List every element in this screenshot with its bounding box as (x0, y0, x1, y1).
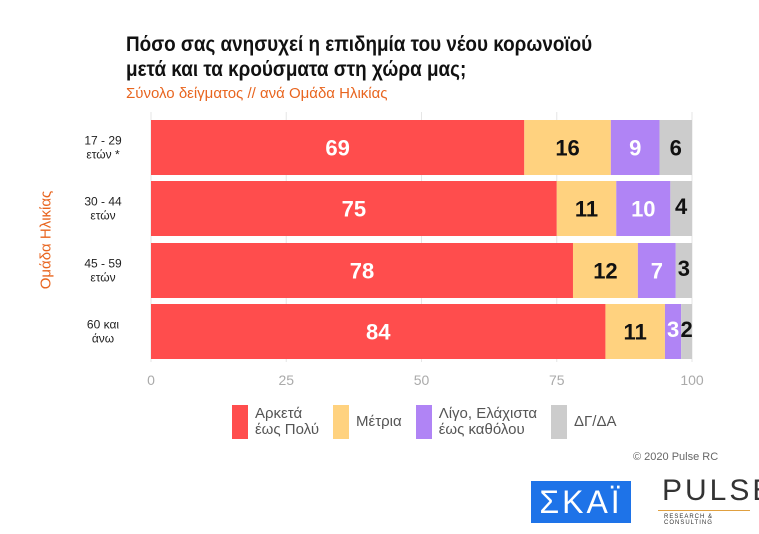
chart-title: Πόσο σας ανησυχεί η επιδημία του νέου κο… (126, 33, 593, 81)
x-tick-label: 75 (549, 372, 565, 388)
legend-swatch (333, 405, 350, 439)
legend-item: Μέτρια (333, 405, 402, 439)
x-tick-label: 50 (414, 372, 430, 388)
category-label: ετών * (86, 148, 120, 162)
category-label: ετών (90, 209, 115, 223)
data-label: 10 (631, 196, 655, 221)
legend-label: Αρκετά έως Πολύ (255, 405, 320, 438)
data-label: 12 (593, 258, 617, 283)
x-tick-label: 0 (147, 372, 155, 388)
bar-segment (524, 120, 611, 175)
bar-segment (151, 181, 557, 236)
data-label: 2 (680, 317, 692, 342)
skai-logo: ΣΚΑΪ (531, 481, 631, 523)
legend-swatch (415, 405, 432, 439)
bar-segment (664, 304, 682, 359)
category-label: ετών (90, 271, 115, 285)
data-label: 3 (667, 317, 679, 342)
bar-segment (637, 243, 676, 298)
chart-subtitle: Σύνολο δείγματος // ανά Ομάδα Ηλικίας (126, 85, 388, 102)
legend-item: Αρκετά έως Πολύ (232, 405, 319, 439)
data-label: 16 (555, 135, 579, 160)
data-label: 11 (624, 319, 647, 344)
data-label: 69 (325, 135, 349, 160)
data-label: 78 (350, 258, 374, 283)
bar-segment (151, 120, 525, 175)
category-label: 30 - 44 (84, 195, 122, 209)
legend-swatch (232, 405, 248, 439)
category-label: 45 - 59 (84, 257, 122, 271)
bar-segment (670, 181, 692, 236)
data-label: 75 (342, 196, 366, 221)
bar-segment (151, 304, 606, 359)
legend-label: Λίγο, Ελάχιστα έως καθόλου (438, 405, 538, 438)
data-label: 9 (629, 135, 641, 160)
data-label: 7 (651, 258, 663, 283)
copyright: © 2020 Pulse RC (633, 451, 719, 463)
legend: Αρκετά έως Πολύ Μέτρια Λίγο, Ελάχιστα έως κα… (232, 405, 623, 439)
bar-segment (681, 304, 692, 359)
pulse-logo: PULSERESEARCH & CONSULTING (640, 474, 759, 528)
data-label: 4 (675, 194, 688, 219)
data-label: 84 (366, 319, 391, 344)
data-label: 6 (670, 135, 682, 160)
legend-item: ΔΓ/ΔΑ (551, 405, 617, 439)
category-label: άνω (92, 332, 114, 346)
bar-segment (659, 120, 692, 175)
category-label: 17 - 29 (84, 134, 122, 148)
x-tick-label: 25 (278, 372, 294, 388)
x-tick-label: 100 (680, 372, 704, 388)
data-label: 3 (678, 256, 690, 281)
bar-segment (572, 243, 638, 298)
bar-segment (616, 181, 671, 236)
bar-segment (605, 304, 665, 359)
category-label: 60 και (87, 318, 119, 332)
legend-label: ΔΓ/ΔΑ (574, 413, 617, 430)
bar-segment (151, 243, 573, 298)
legend-label: Μέτρια (356, 413, 402, 430)
legend-swatch (551, 405, 568, 439)
bar-segment (675, 243, 692, 298)
bar-segment (556, 181, 617, 236)
bar-segment (610, 120, 660, 175)
data-label: 11 (575, 196, 598, 221)
legend-item: Λίγο, Ελάχιστα έως καθόλου (415, 405, 538, 439)
